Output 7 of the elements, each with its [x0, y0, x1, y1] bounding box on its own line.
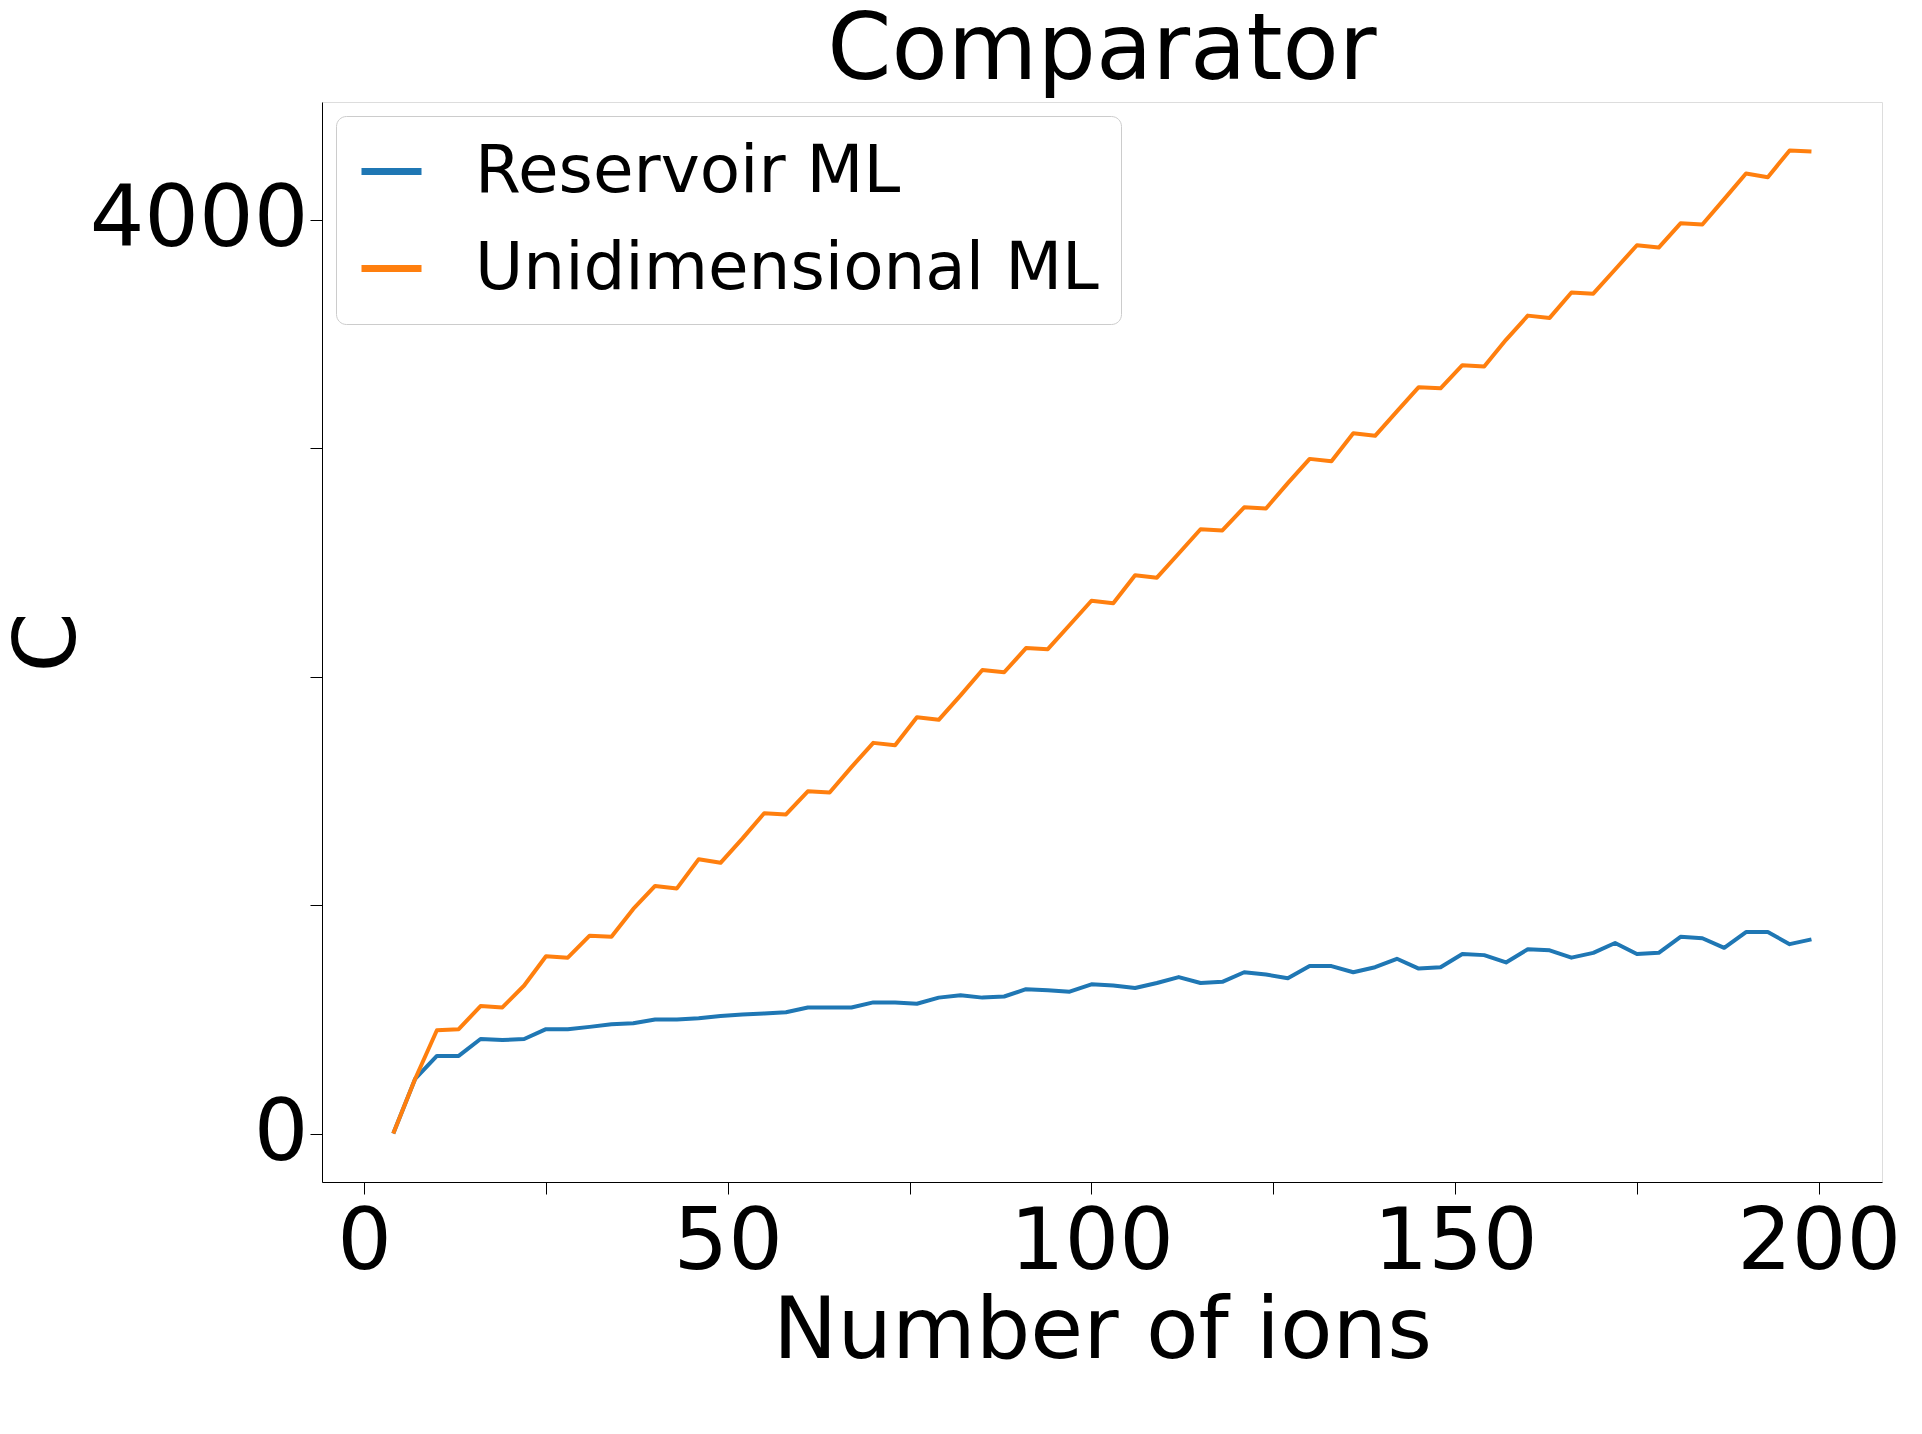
- y-axis-title: C: [0, 612, 95, 673]
- y-tick-label: 4000: [89, 166, 309, 267]
- x-tick-label: 0: [337, 1188, 393, 1289]
- chart-title: Comparator: [827, 0, 1377, 101]
- x-tick-label: 200: [1737, 1188, 1902, 1289]
- legend-label: Unidimensional ML: [475, 227, 1100, 305]
- legend-label: Reservoir ML: [475, 130, 901, 208]
